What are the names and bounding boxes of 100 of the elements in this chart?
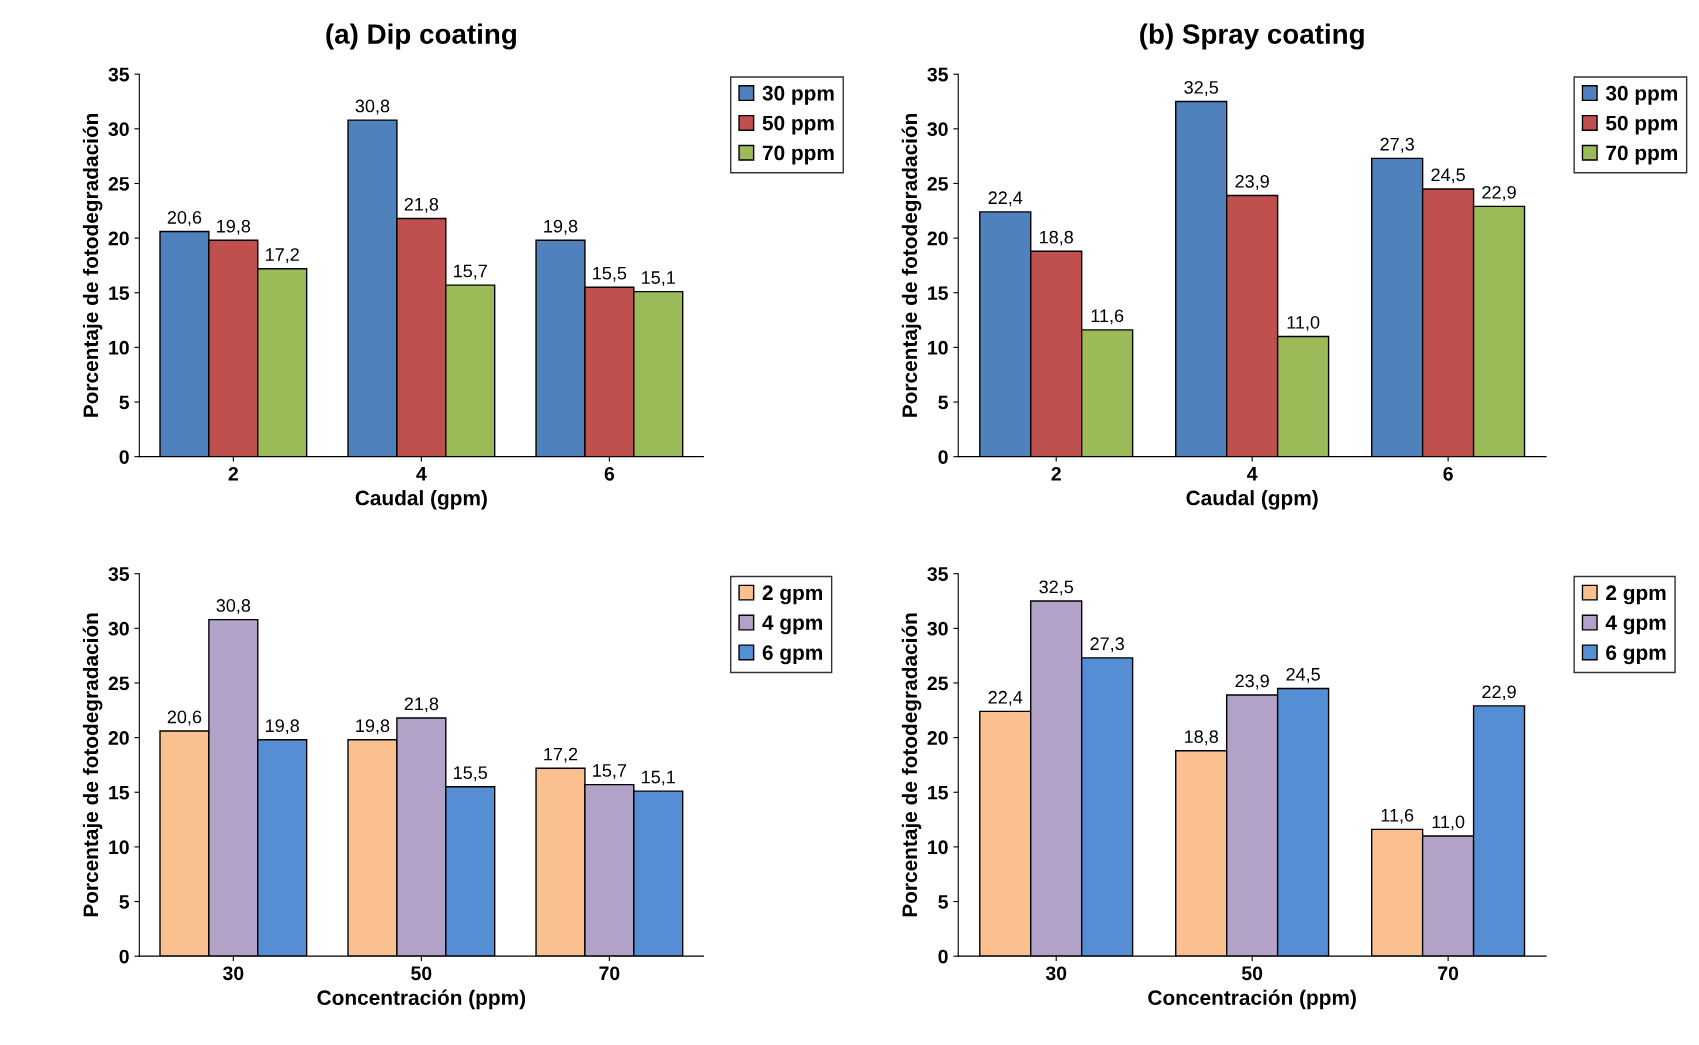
y-tick-label: 20	[927, 731, 948, 745]
data-label: 23,9	[1235, 674, 1269, 690]
x-tick-label: 70	[599, 966, 620, 981]
data-label: 20,6	[167, 211, 202, 226]
legend-label: 2 gpm	[762, 585, 823, 605]
y-axis-title: Porcentaje de fotodegradación	[82, 113, 103, 417]
x-tick-label: 30	[1045, 966, 1067, 981]
data-label: 15,1	[642, 770, 675, 786]
y-tick-label: 25	[108, 176, 130, 191]
y-tick-label: 20	[108, 731, 129, 745]
y-tick-label: 10	[109, 340, 129, 355]
y-tick-label: 30	[108, 122, 129, 137]
data-label: 15,7	[454, 264, 487, 280]
data-label: 19,8	[217, 219, 251, 235]
y-tick-label: 10	[109, 840, 129, 855]
data-label: 19,8	[266, 719, 299, 735]
y-tick-label: 30	[927, 122, 948, 137]
data-label: 19,8	[544, 219, 578, 235]
x-tick-label: 50	[1241, 966, 1263, 981]
y-tick-label: 35	[108, 67, 130, 82]
data-label: 11,0	[1287, 315, 1320, 331]
data-label: 11,6	[1091, 309, 1124, 325]
y-axis-title: Porcentaje de fotodegradación	[901, 613, 922, 917]
y-tick-label: 25	[927, 676, 948, 691]
data-label: 27,3	[1090, 637, 1124, 653]
chart-title: (a) Dip coating	[326, 23, 516, 50]
legend-label: 4 gpm	[1605, 615, 1666, 635]
x-tick-label: 30	[222, 966, 244, 981]
data-label: 24,5	[1431, 168, 1465, 184]
y-axis-title: Porcentaje de fotodegradación	[901, 113, 922, 417]
data-label: 15,1	[642, 271, 675, 287]
legend-label: 6 gpm	[1606, 645, 1666, 665]
data-label: 21,8	[404, 197, 439, 213]
data-label: 17,2	[544, 747, 578, 763]
legend-label: 6 gpm	[762, 645, 823, 665]
y-tick-label: 25	[927, 176, 948, 191]
x-tick-label: 50	[411, 966, 432, 981]
y-tick-label: 5	[119, 895, 130, 909]
legend-label: 4 gpm	[762, 615, 823, 635]
data-label: 30,8	[216, 599, 251, 614]
data-label: 32,5	[1184, 80, 1219, 96]
data-label: 15,5	[593, 266, 627, 282]
data-label: 32,5	[1039, 580, 1074, 596]
data-label: 20,6	[167, 710, 202, 726]
legend-label: 30 ppm	[762, 85, 834, 105]
legend-label: 30 ppm	[1605, 85, 1678, 105]
y-tick-label: 10	[928, 340, 948, 355]
y-tick-label: 5	[938, 895, 948, 909]
data-label: 21,8	[404, 697, 439, 713]
data-label: 18,8	[1185, 730, 1218, 746]
y-tick-label: 30	[108, 621, 129, 636]
y-tick-label: 35	[927, 67, 948, 82]
x-tick-label: 70	[1438, 966, 1459, 981]
data-label: 17,2	[266, 248, 299, 264]
y-tick-label: 5	[938, 395, 948, 410]
x-axis-title: Caudal (gpm)	[1186, 490, 1318, 510]
y-tick-label: 15	[109, 785, 130, 800]
data-label: 15,7	[593, 764, 627, 780]
legend-label: 70 ppm	[762, 145, 834, 165]
data-label: 18,8	[1040, 230, 1073, 246]
x-axis-title: Concentración (ppm)	[317, 989, 526, 1010]
x-tick-label: 6	[1443, 466, 1453, 481]
data-label: 23,9	[1235, 174, 1269, 190]
y-tick-label: 35	[108, 567, 130, 581]
y-tick-label: 5	[119, 395, 130, 410]
x-axis-title: Caudal (gpm)	[355, 490, 487, 510]
data-label: 19,8	[356, 719, 390, 735]
y-tick-label: 0	[119, 949, 129, 964]
data-label: 27,3	[1380, 137, 1414, 153]
x-axis-title: Concentración (ppm)	[1148, 989, 1356, 1010]
x-tick-label: 6	[604, 466, 615, 481]
y-tick-label: 25	[108, 676, 130, 691]
y-axis-title: Porcentaje de fotodegradación	[82, 613, 103, 917]
legend-label: 50 ppm	[1606, 115, 1678, 135]
data-label: 11,6	[1381, 808, 1414, 824]
legend-label: 50 ppm	[762, 115, 834, 135]
legend-label: 70 ppm	[1606, 145, 1678, 165]
legend-label: 2 gpm	[1606, 585, 1666, 605]
y-tick-label: 0	[938, 450, 948, 464]
data-label: 30,8	[355, 99, 390, 115]
y-tick-label: 0	[119, 450, 129, 464]
y-tick-label: 15	[109, 286, 130, 300]
y-tick-label: 20	[108, 231, 129, 246]
y-tick-label: 0	[938, 949, 948, 964]
y-tick-label: 30	[927, 621, 948, 636]
chart-title: (b) Spray coating	[1140, 23, 1364, 50]
data-label: 22,9	[1482, 685, 1516, 701]
data-label: 15,5	[454, 766, 488, 782]
y-tick-label: 20	[927, 231, 948, 246]
data-label: 11,0	[1432, 815, 1465, 831]
y-tick-label: 15	[928, 286, 948, 300]
data-label: 24,5	[1286, 667, 1320, 683]
data-label: 22,4	[988, 191, 1023, 207]
x-tick-label: 4	[1247, 467, 1258, 481]
x-tick-label: 4	[416, 467, 427, 481]
data-label: 22,4	[988, 690, 1023, 706]
x-tick-label: 2	[1051, 466, 1061, 481]
y-tick-label: 10	[928, 840, 948, 855]
y-tick-label: 35	[927, 567, 948, 581]
data-label: 22,9	[1482, 185, 1516, 201]
